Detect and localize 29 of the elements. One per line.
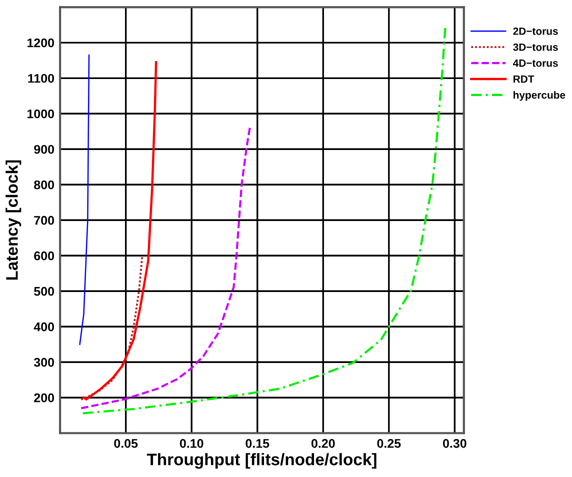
legend-label: hypercube <box>514 91 566 101</box>
x-tick-label: 0.25 <box>377 439 401 448</box>
x-tick-label: 0.15 <box>246 439 270 448</box>
legend-label: 4D−torus <box>513 60 558 67</box>
x-axis-title: Throughput [flits/node/clock] <box>146 453 376 469</box>
line-series <box>80 254 144 400</box>
line-series <box>82 61 158 401</box>
x-tick-label: 0.30 <box>443 439 466 448</box>
y-tick-label: 400 <box>34 322 54 332</box>
y-tick-label: 1000 <box>27 109 54 118</box>
y-tick-label: 600 <box>34 251 54 260</box>
x-tick-label: 0.20 <box>311 439 335 448</box>
legend-label: RDT <box>514 75 534 83</box>
legend-label: 3D−torus <box>513 43 558 51</box>
x-tick-label: 0.05 <box>114 439 138 448</box>
line-series <box>79 54 90 345</box>
line-series <box>82 26 446 414</box>
y-tick-label: 900 <box>34 144 54 154</box>
y-tick-label: 300 <box>34 358 54 367</box>
line-series <box>80 125 252 410</box>
y-tick-label: 1200 <box>27 38 54 48</box>
y-tick-label: 700 <box>34 216 54 225</box>
y-axis-title: Latency [clock] <box>6 160 22 280</box>
x-tick-label: 0.10 <box>180 439 204 448</box>
y-tick-label: 200 <box>34 393 54 402</box>
legend-label: 2D−torus <box>513 28 558 35</box>
y-tick-label: 500 <box>34 286 54 296</box>
y-tick-label: 1100 <box>28 74 54 83</box>
y-tick-label: 800 <box>34 180 54 190</box>
